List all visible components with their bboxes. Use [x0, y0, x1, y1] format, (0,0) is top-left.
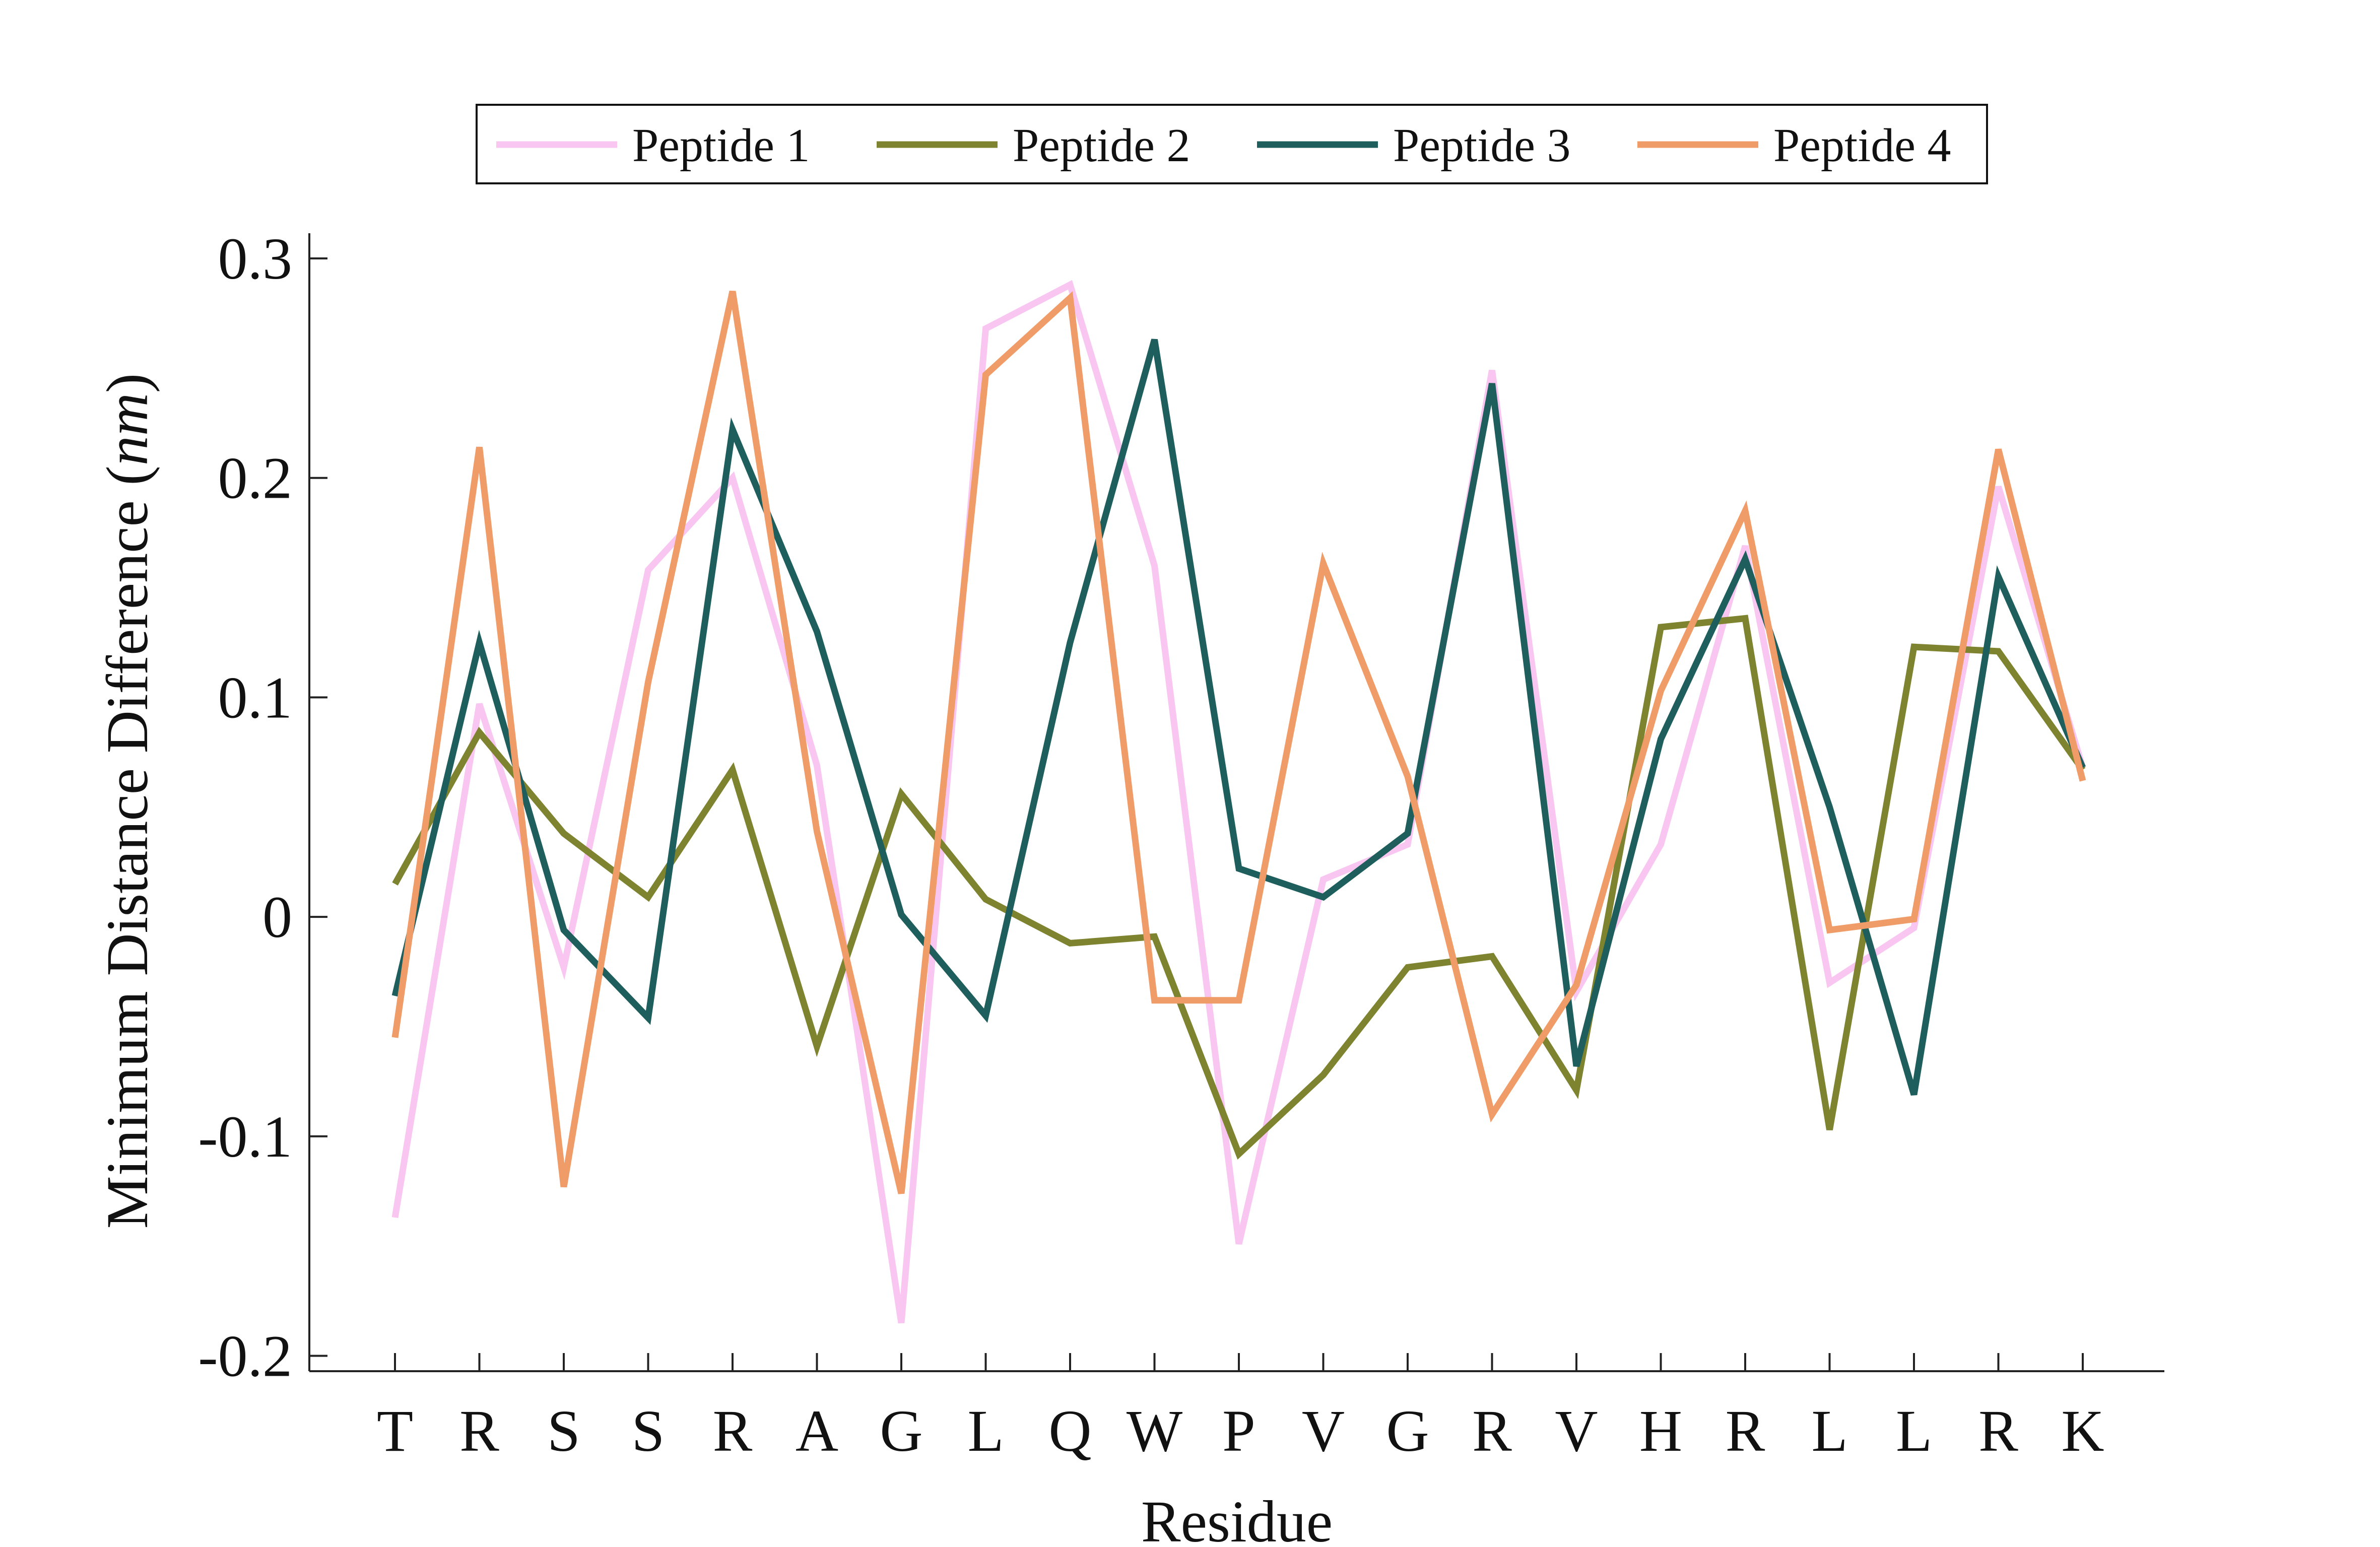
x-tick-label: P	[1222, 1398, 1255, 1464]
x-tick-label: R	[1978, 1398, 2018, 1464]
x-tick-label: L	[1896, 1398, 1932, 1464]
x-tick-label: R	[1472, 1398, 1512, 1464]
legend-label-peptide-3: Peptide 3	[1393, 119, 1570, 172]
x-tick-label: R	[713, 1398, 753, 1464]
y-tick-label: 0.1	[218, 664, 293, 730]
x-tick-label: L	[967, 1398, 1004, 1464]
y-axis-label: Minimum Distance Difference (nm)	[94, 373, 160, 1229]
y-tick-label: 0.2	[218, 445, 293, 511]
legend-label-peptide-2: Peptide 2	[1013, 119, 1190, 172]
x-tick-label: T	[377, 1398, 413, 1464]
x-tick-label: H	[1639, 1398, 1682, 1464]
x-tick-label: R	[459, 1398, 499, 1464]
x-tick-label: G	[880, 1398, 922, 1464]
x-tick-label: W	[1127, 1398, 1183, 1464]
series-line-peptide-2	[392, 615, 2086, 1160]
series-line-peptide-4	[391, 291, 2086, 1194]
x-tick-label: G	[1386, 1398, 1429, 1464]
x-tick-label: A	[796, 1398, 838, 1464]
x-tick-label: S	[632, 1398, 665, 1464]
x-axis-label: Residue	[1141, 1489, 1333, 1547]
legend: Peptide 1 Peptide 2 Peptide 3 Peptide 4	[476, 104, 1988, 184]
legend-label-peptide-4: Peptide 4	[1773, 119, 1951, 172]
x-tick-label: S	[547, 1398, 580, 1464]
series-group	[391, 280, 2086, 1324]
y-axis-label-close: )	[94, 373, 160, 393]
x-tick-label: Q	[1048, 1398, 1091, 1464]
y-axis-label-unit: nm	[94, 393, 160, 465]
y-tick-label: 0	[262, 884, 292, 950]
x-tick-label: V	[1555, 1398, 1598, 1464]
y-tick-label: 0.3	[218, 226, 293, 292]
y-tick-label: -0.2	[198, 1323, 292, 1389]
x-tick-label: V	[1302, 1398, 1345, 1464]
y-axis-label-main: Minimum Distance Difference (	[94, 465, 160, 1229]
x-tick-label: R	[1726, 1398, 1765, 1464]
y-tick-label: -0.1	[198, 1104, 292, 1170]
legend-label-peptide-1: Peptide 1	[632, 119, 810, 172]
series-line-peptide-3	[391, 339, 2086, 1096]
x-tick-label: K	[2061, 1398, 2104, 1464]
x-tick-label: L	[1811, 1398, 1847, 1464]
